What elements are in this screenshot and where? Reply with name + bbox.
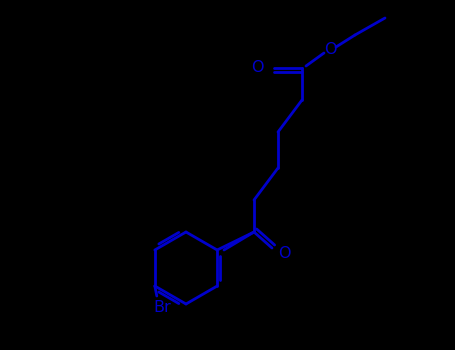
Text: O: O [251,61,263,76]
Text: O: O [324,42,336,57]
Text: O: O [278,246,290,261]
Text: Br: Br [153,301,171,315]
